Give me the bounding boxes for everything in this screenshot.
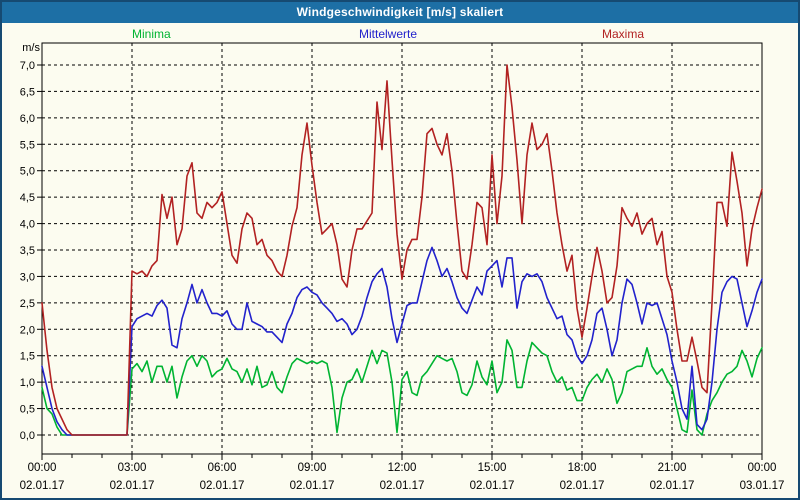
x-tick-time: 06:00 [208, 462, 237, 474]
x-tick-time: 00:00 [748, 462, 777, 474]
x-tick-time: 09:00 [298, 462, 327, 474]
y-tick-label: 1,0 [20, 377, 35, 389]
x-tick-time: 21:00 [658, 462, 687, 474]
x-tick-time: 12:00 [388, 462, 417, 474]
legend-label-maxima: Maxima [602, 27, 645, 41]
x-tick-date: 03.01.17 [740, 480, 785, 492]
x-tick-date: 02.01.17 [20, 480, 65, 492]
y-tick-label: 4,0 [20, 219, 35, 231]
y-tick-label: 4,5 [20, 192, 35, 204]
x-tick-date: 02.01.17 [110, 480, 155, 492]
x-tick-time: 18:00 [568, 462, 597, 474]
window-titlebar: Windgeschwindigkeit [m/s] skaliert [2, 2, 798, 23]
maxima-line [41, 64, 763, 436]
x-tick-time: 00:00 [28, 462, 57, 474]
y-tick-label: 2,5 [20, 298, 35, 310]
x-tick-time: 03:00 [118, 462, 147, 474]
x-tick-date: 02.01.17 [650, 480, 695, 492]
x-tick-date: 02.01.17 [290, 480, 335, 492]
y-tick-label: 0,0 [20, 430, 35, 442]
minima-line [41, 339, 763, 436]
y-axis-unit-label: m/s [22, 42, 40, 54]
y-tick-label: 3,0 [20, 271, 35, 283]
window-title: Windgeschwindigkeit [m/s] skaliert [296, 5, 504, 19]
y-tick-label: 7,0 [20, 60, 35, 72]
y-tick-label: 0,5 [20, 404, 35, 416]
y-tick-label: 6,0 [20, 113, 35, 125]
y-tick-label: 5,0 [20, 166, 35, 178]
x-tick-date: 02.01.17 [380, 480, 425, 492]
y-tick-label: 6,5 [20, 86, 35, 98]
x-tick-date: 02.01.17 [200, 480, 245, 492]
y-tick-label: 5,5 [20, 139, 35, 151]
y-tick-label: 2,0 [20, 324, 35, 336]
legend-label-mittelwerte: Mittelwerte [359, 27, 418, 41]
mittelwerte-line [41, 246, 763, 436]
legend-label-minima: Minima [132, 27, 171, 41]
x-tick-time: 15:00 [478, 462, 507, 474]
x-tick-date: 02.01.17 [560, 480, 605, 492]
y-tick-label: 3,5 [20, 245, 35, 257]
y-tick-label: 1,5 [20, 351, 35, 363]
x-tick-date: 02.01.17 [470, 480, 515, 492]
